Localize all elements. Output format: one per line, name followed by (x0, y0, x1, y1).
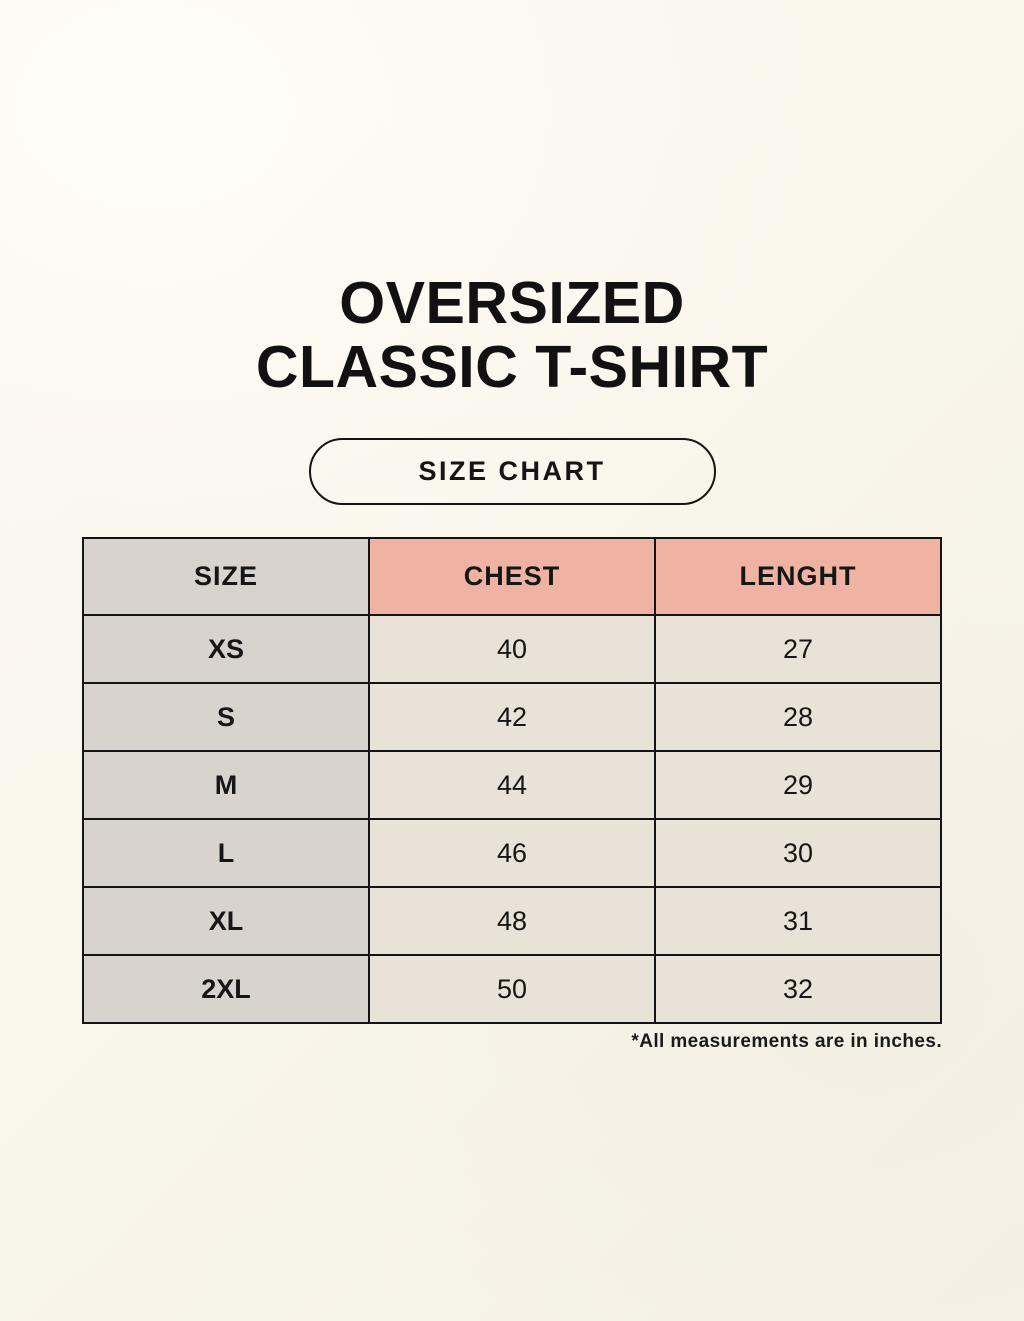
column-header-chest: CHEST (368, 537, 656, 616)
chest-cell: 48 (368, 886, 656, 956)
size-chart-table: SIZE CHEST LENGHT XS 40 27 S 42 28 M 44 … (82, 537, 942, 1024)
column-header-size: SIZE (82, 537, 370, 616)
size-cell: M (82, 750, 370, 820)
chest-cell: 42 (368, 682, 656, 752)
table-row: L 46 30 (82, 818, 942, 888)
table-row: M 44 29 (82, 750, 942, 820)
chest-cell: 44 (368, 750, 656, 820)
chest-cell: 40 (368, 614, 656, 684)
table-row: 2XL 50 32 (82, 954, 942, 1024)
table-row: XS 40 27 (82, 614, 942, 684)
size-cell: L (82, 818, 370, 888)
size-chart-button[interactable]: SIZE CHART (308, 438, 716, 505)
column-header-length: LENGHT (654, 537, 942, 616)
length-cell: 32 (654, 954, 942, 1024)
page-title: OVERSIZED CLASSIC T-SHIRT (0, 0, 1024, 397)
table-row: S 42 28 (82, 682, 942, 752)
table-row: XL 48 31 (82, 886, 942, 956)
measurements-footnote: *All measurements are in inches. (631, 1031, 942, 1052)
length-cell: 31 (654, 886, 942, 956)
chest-cell: 46 (368, 818, 656, 888)
length-cell: 30 (654, 818, 942, 888)
size-chart-button-label: SIZE CHART (418, 456, 606, 486)
size-cell: 2XL (82, 954, 370, 1024)
size-cell: XL (82, 886, 370, 956)
page-title-line2: CLASSIC T-SHIRT (255, 334, 769, 400)
length-cell: 28 (654, 682, 942, 752)
page-title-line1: OVERSIZED (339, 270, 685, 336)
length-cell: 27 (654, 614, 942, 684)
size-cell: XS (82, 614, 370, 684)
length-cell: 29 (654, 750, 942, 820)
chest-cell: 50 (368, 954, 656, 1024)
table-header-row: SIZE CHEST LENGHT (82, 537, 942, 616)
size-cell: S (82, 682, 370, 752)
